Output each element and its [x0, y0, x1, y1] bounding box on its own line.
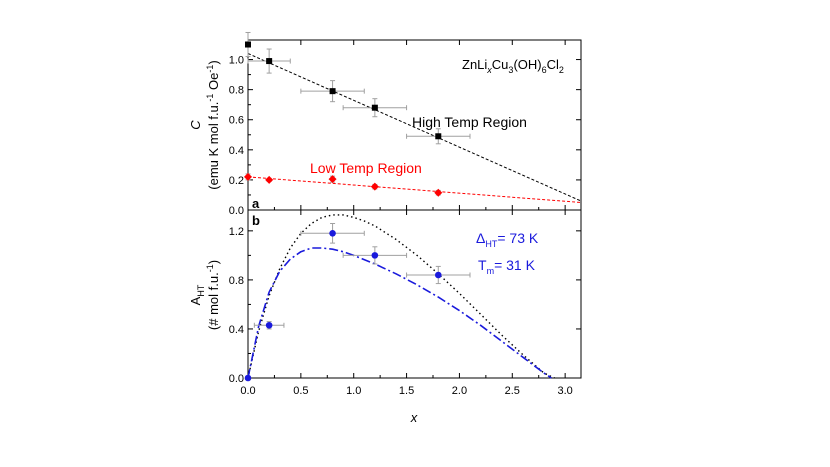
panel-b-y-axis-title: AHT (# mol f.u.-1)	[188, 260, 221, 330]
data-point-square	[266, 58, 273, 65]
data-point-square	[371, 104, 378, 111]
y-axis-unit-c: (emu K mol f.u.-1 Oe-1)	[205, 60, 221, 189]
data-point-circle	[329, 229, 336, 237]
y-tick-label: 0.2	[229, 175, 244, 187]
x-tick-label: 2.5	[505, 385, 520, 397]
x-tick-label: 2.0	[452, 385, 467, 397]
y-axis-title-c: C	[188, 120, 203, 130]
data-point-diamond	[265, 175, 274, 184]
panel-a-ticks: 0.0 0.2 0.4 0.6 0.8 1.0	[229, 40, 581, 217]
data-point-circle	[371, 252, 379, 259]
y-tick-label: 1.0	[229, 55, 244, 67]
panel-a-label: a	[252, 196, 260, 211]
y-tick-label: 0.4	[229, 324, 244, 336]
fit-line	[247, 176, 582, 203]
x-tick-label: 0.0	[240, 385, 255, 397]
data-point-diamond	[328, 175, 337, 184]
x-axis-title: x	[410, 410, 418, 425]
x-tick-label: 3.0	[557, 385, 572, 397]
y-tick-label: 0.8	[229, 85, 244, 97]
data-point-diamond	[244, 172, 252, 181]
panel-a: 0.0 0.2 0.4 0.6 0.8 1.0 a ZnLixCu3(OH)6Cl2 Hi…	[188, 31, 582, 217]
high-temp-region-label: High Temp Region	[412, 114, 527, 130]
panel-a-y-axis-title: C (emu K mol f.u.-1 Oe-1)	[188, 60, 221, 189]
data-point-square	[435, 133, 442, 140]
data-point-circle	[244, 374, 252, 382]
data-point-circle	[434, 271, 442, 279]
y-tick-label: 0.8	[229, 275, 244, 287]
panel-b-label: b	[252, 213, 260, 228]
delta-ht-annotation: ΔHT= 73 K	[476, 230, 539, 249]
tm-annotation: Tm= 31 K	[478, 257, 536, 276]
x-tick-label: 1.5	[399, 385, 414, 397]
data-point-circle	[265, 321, 273, 329]
y-tick-label: 0.0	[229, 205, 244, 217]
panel-a-fit-lines	[247, 53, 582, 203]
panel-b-frame	[247, 209, 582, 379]
data-point-diamond	[434, 188, 443, 197]
y-axis-title-aht: AHT	[188, 284, 206, 305]
y-axis-unit-aht: (# mol f.u.-1)	[205, 260, 221, 330]
data-point-diamond	[370, 182, 379, 191]
x-tick-label: 1.0	[346, 385, 361, 397]
data-point-square	[245, 41, 251, 48]
panel-b-ticks: 0.0 0.4 0.8 1.2 0.0 0.5 1.0 1.5 2.0 2.5 3.0	[229, 210, 581, 397]
compound-formula: ZnLixCu3(OH)6Cl2	[462, 57, 564, 75]
y-tick-label: 1.2	[229, 226, 244, 238]
panel-b: 0.0 0.4 0.8 1.2 0.0 0.5 1.0 1.5 2.0 2.5 3.0 b ΔHT=…	[188, 209, 582, 425]
y-tick-label: 0.6	[229, 115, 244, 127]
low-temp-region-label: Low Temp Region	[310, 160, 422, 176]
fit-line	[247, 53, 582, 202]
data-point-square	[329, 88, 336, 95]
y-tick-label: 0.0	[229, 373, 244, 385]
x-tick-label: 0.5	[293, 385, 308, 397]
y-tick-label: 0.4	[229, 145, 244, 157]
panel-b-points	[244, 222, 471, 382]
panel-a-points	[244, 31, 471, 197]
